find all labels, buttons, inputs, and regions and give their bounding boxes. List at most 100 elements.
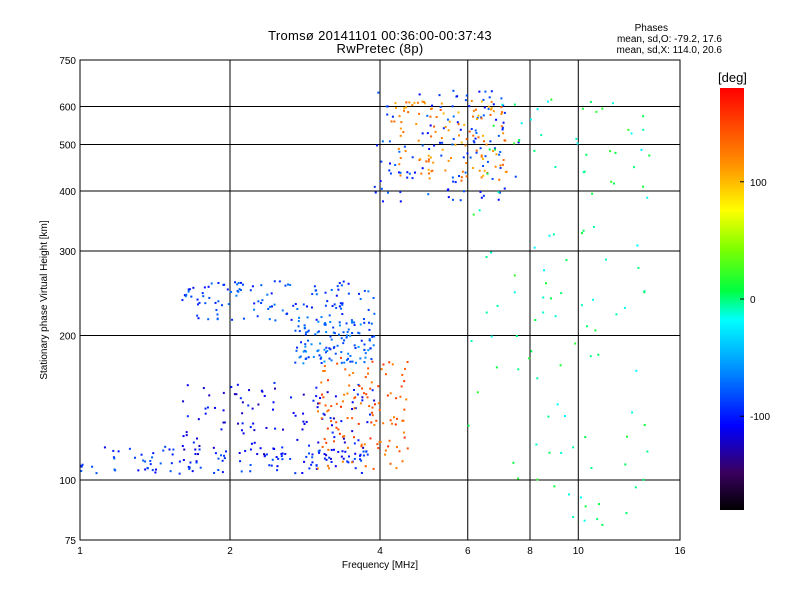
scatter-point: [354, 467, 357, 470]
scatter-point: [614, 151, 617, 154]
scatter-point: [470, 340, 473, 343]
scatter-point: [389, 392, 392, 395]
scatter-point: [185, 431, 188, 434]
scatter-point: [408, 172, 411, 175]
y-tick-label: 600: [59, 103, 76, 114]
scatter-point: [340, 307, 343, 310]
scatter-point: [643, 291, 646, 294]
scatter-point: [250, 442, 253, 445]
scatter-point: [492, 124, 495, 127]
scatter-point: [227, 303, 230, 306]
scatter-point: [345, 322, 348, 325]
scatter-point: [395, 467, 398, 470]
scatter-point: [260, 302, 263, 305]
scatter-point: [223, 457, 226, 460]
y-axis-ticks: 75 100 200 300 400 500 600 750: [59, 56, 76, 547]
y-tick-label: 200: [59, 332, 76, 343]
scatter-point: [419, 158, 422, 161]
scatter-point: [140, 453, 143, 456]
scatter-point: [597, 353, 600, 356]
scatter-point: [217, 457, 220, 460]
scatter-point: [346, 330, 349, 333]
scatter-point: [364, 356, 367, 359]
scatter-point: [378, 441, 381, 444]
scatter-point: [329, 348, 332, 351]
scatter-point: [398, 150, 401, 153]
scatter-point: [317, 349, 320, 352]
scatter-point: [367, 372, 370, 375]
scatter-point: [459, 128, 462, 131]
scatter-point: [357, 345, 360, 348]
scatter-point: [195, 437, 198, 440]
scatter-point: [343, 361, 346, 364]
scatter-point: [646, 196, 649, 199]
scatter-point: [388, 439, 391, 442]
scatter-point: [336, 344, 339, 347]
scatter-point: [353, 407, 356, 410]
scatter-point: [442, 112, 445, 115]
scatter-point: [352, 436, 355, 439]
scatter-point: [500, 112, 503, 115]
scatter-point: [480, 117, 483, 120]
scatter-point: [324, 322, 327, 325]
scatter-point: [239, 289, 242, 292]
scatter-point: [329, 417, 332, 420]
scatter-point: [475, 149, 478, 152]
scatter-point: [575, 137, 578, 140]
scatter-point: [253, 308, 256, 311]
scatter-point: [242, 432, 245, 435]
scatter-point: [377, 385, 380, 388]
scatter-point: [440, 102, 443, 105]
scatter-point: [402, 419, 405, 422]
scatter-point: [371, 411, 374, 414]
scatter-point: [399, 191, 402, 194]
scatter-point: [327, 379, 330, 382]
scatter-point: [313, 285, 316, 288]
scatter-point: [366, 421, 369, 424]
scatter-point: [151, 469, 154, 472]
scatter-point: [351, 360, 354, 363]
scatter-point: [352, 372, 355, 375]
scatter-point: [343, 441, 346, 444]
scatter-point: [589, 355, 592, 358]
scatter-point: [324, 291, 327, 294]
scatter-point: [368, 338, 371, 341]
scatter-point: [220, 454, 223, 457]
scatter-point: [349, 354, 352, 357]
scatter-point: [482, 98, 485, 101]
scatter-point: [384, 373, 387, 376]
scatter-point: [418, 112, 421, 115]
x-tick-label: 2: [227, 546, 233, 557]
scatter-point: [249, 464, 252, 467]
scatter-point: [204, 412, 207, 415]
scatter-point: [149, 460, 152, 463]
scatter-point: [164, 445, 167, 448]
scatter-point: [494, 165, 497, 168]
scatter-point: [364, 376, 367, 379]
scatter-point: [301, 428, 304, 431]
scatter-point: [535, 443, 538, 446]
scatter-point: [362, 450, 365, 453]
scatter-point: [447, 129, 450, 132]
scatter-point: [332, 331, 335, 334]
scatter-point: [565, 259, 568, 262]
scatter-point: [371, 360, 374, 363]
scatter-point: [514, 175, 517, 178]
scatter-point: [338, 432, 341, 435]
scatter-point: [323, 453, 326, 456]
scatter-point: [403, 408, 406, 411]
scatter-point: [372, 296, 375, 299]
scatter-point: [449, 157, 452, 160]
scatter-point: [465, 94, 468, 97]
scatter-point: [553, 485, 556, 488]
scatter-point: [429, 156, 432, 159]
scatter-point: [547, 415, 550, 418]
scatter-point: [367, 308, 370, 311]
scatter-point: [208, 296, 211, 299]
scatter-point: [276, 465, 279, 468]
scatter-point: [318, 402, 321, 405]
scatter-point: [402, 131, 405, 134]
scatter-point: [403, 145, 406, 148]
scatter-point: [473, 141, 476, 144]
scatter-point: [495, 118, 498, 121]
